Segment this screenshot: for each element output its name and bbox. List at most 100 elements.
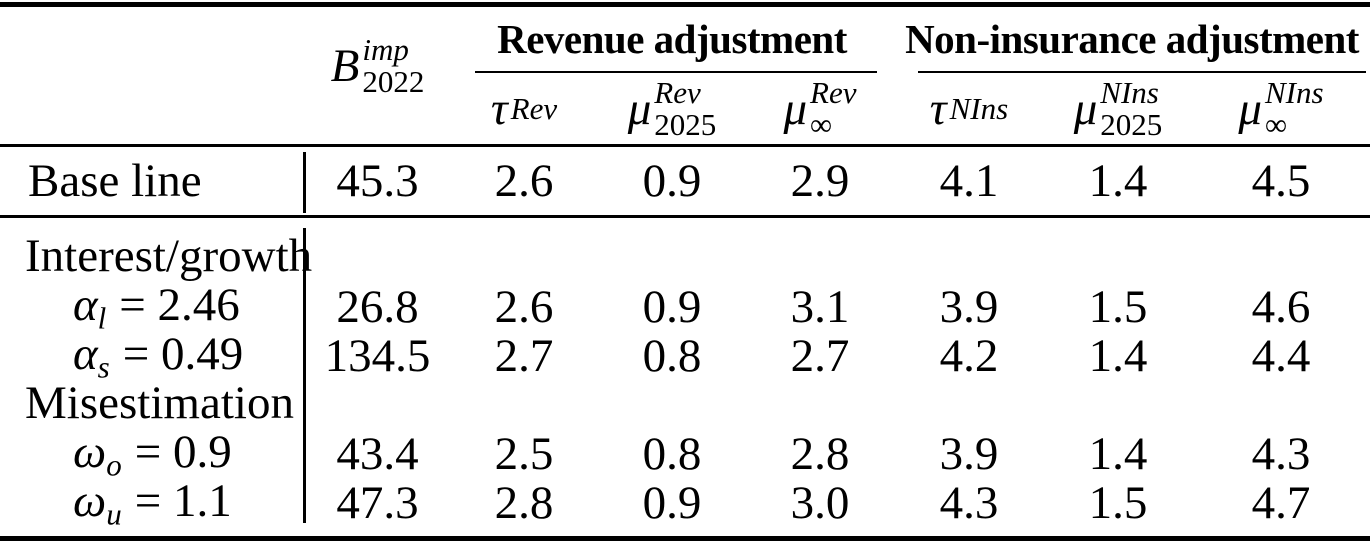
- math-base: μ: [783, 82, 808, 135]
- non-insurance-cmidrule: [918, 71, 1366, 73]
- subcol-header-tau-nins: τ NIns: [930, 82, 1008, 136]
- param-subscript: l: [97, 300, 107, 336]
- cell-alpha-l-mu-rev-2025: 0.9: [642, 281, 702, 334]
- mid-rule: [0, 215, 1370, 218]
- cell-alpha-l-tau-rev: 2.6: [494, 281, 554, 334]
- cell-omega-u-mu-nins-inf: 4.7: [1251, 477, 1311, 530]
- cell-baseline-mu-nins-inf: 4.5: [1251, 155, 1311, 207]
- row-baseline: Base line 45.3 2.6 0.9 2.9 4.1 1.4 4.5: [0, 147, 1370, 215]
- cell-baseline-mu-nins-2025: 1.4: [1088, 155, 1148, 207]
- math-sub: ∞: [810, 106, 833, 142]
- cell-alpha-l-mu-nins-2025: 1.5: [1088, 281, 1148, 334]
- math-base: μ: [1238, 82, 1262, 135]
- subcol-header-mu-rev-2025: μ Rev 2025: [628, 77, 717, 140]
- cell-alpha-l-tau-nins: 3.9: [939, 281, 999, 334]
- cell-omega-u-mu-nins-2025: 1.5: [1088, 477, 1148, 530]
- cell-omega-o-tau-rev: 2.5: [494, 428, 554, 481]
- math-sup: Rev: [654, 74, 701, 110]
- subcol-header-mu-rev-inf: μ Rev ∞: [783, 77, 856, 140]
- math-scripts: NIns: [950, 93, 1009, 125]
- cell-alpha-s-mu-nins-inf: 4.4: [1251, 330, 1311, 383]
- group-header-revenue: Revenue adjustment τ Rev μ Rev 2025: [450, 7, 894, 144]
- math-sup: NIns: [1265, 74, 1324, 110]
- cell-alpha-l-mu-rev-inf: 3.1: [790, 281, 850, 334]
- row-label-alpha-l: αl = 2.46: [0, 278, 240, 337]
- cell-alpha-s-mu-rev-2025: 0.8: [642, 330, 702, 383]
- param-subscript: s: [97, 349, 110, 385]
- sensitivity-section: Interest/growth αl = 2.46 26.8 2.6 0.9 3.…: [0, 218, 1370, 532]
- cell-baseline-mu-rev-inf: 2.9: [790, 155, 850, 207]
- cell-omega-u-tau-rev: 2.8: [494, 477, 554, 530]
- cell-omega-o-mu-nins-inf: 4.3: [1251, 428, 1311, 481]
- math-sup: NIns: [1100, 74, 1159, 110]
- cell-alpha-s-mu-nins-2025: 1.4: [1088, 330, 1148, 383]
- param-subscript: o: [106, 447, 122, 483]
- math-sub: 2025: [654, 106, 717, 142]
- header-rule: [0, 144, 1370, 147]
- param-value: = 1.1: [134, 475, 232, 527]
- baseline-column-separator: [303, 152, 306, 213]
- math-scripts: NIns 2025: [1100, 77, 1162, 140]
- cell-omega-u-mu-rev-2025: 0.9: [642, 477, 702, 530]
- group-title-revenue: Revenue adjustment: [497, 16, 847, 62]
- math-base: τ: [929, 82, 947, 135]
- math-sup: NIns: [949, 90, 1009, 126]
- cell-omega-u-mu-rev-inf: 3.0: [790, 477, 850, 530]
- param-value: = 2.46: [119, 279, 240, 331]
- cell-alpha-l-mu-nins-inf: 4.6: [1251, 281, 1311, 334]
- math-sub: ∞: [1265, 106, 1288, 142]
- cell-omega-o-mu-rev-inf: 2.8: [790, 428, 850, 481]
- math-base: μ: [1073, 82, 1098, 135]
- cell-omega-o-mu-nins-2025: 1.4: [1088, 428, 1148, 481]
- math-scripts: imp 2022: [362, 34, 424, 97]
- col-header-b-imp: B imp 2022: [305, 7, 450, 144]
- math-sup: Rev: [510, 90, 558, 126]
- row-label-alpha-s: αs = 0.49: [0, 327, 243, 386]
- non-insurance-subheaders: τ NIns μ NIns 2025 μ NIns: [894, 73, 1370, 144]
- math-sup: Rev: [810, 74, 857, 110]
- math-scripts: Rev ∞: [810, 77, 856, 140]
- math-sub: 2025: [1100, 106, 1163, 142]
- row-alpha-s: αs = 0.49 134.5 2.7 0.8 2.7 4.2 1.4 4.4: [0, 327, 1370, 385]
- revenue-subheaders: τ Rev μ Rev 2025 μ Rev: [450, 73, 894, 144]
- math-scripts: NIns ∞: [1265, 77, 1324, 140]
- header-spacer: [0, 7, 305, 144]
- row-omega-o: ωo = 0.9 43.4 2.5 0.8 2.8 3.9 1.4 4.3: [0, 425, 1370, 483]
- param-symbol: α: [73, 279, 98, 331]
- row-omega-u: ωu = 1.1 47.3 2.8 0.9 3.0 4.3 1.5 4.7: [0, 474, 1370, 532]
- group-header-non-insurance: Non-insurance adjustment τ NIns μ NIns 2…: [894, 7, 1370, 144]
- param-value: = 0.9: [134, 426, 232, 478]
- row-label-omega-o: ωo = 0.9: [0, 425, 232, 484]
- math-sub: 2022: [362, 63, 425, 99]
- cell-alpha-s-mu-rev-inf: 2.7: [790, 330, 850, 383]
- param-symbol: ω: [73, 426, 107, 478]
- cell-alpha-s-b: 134.5: [324, 330, 431, 383]
- math-b-imp: B imp 2022: [331, 34, 425, 97]
- row-label-omega-u: ωu = 1.1: [0, 474, 232, 533]
- cell-omega-u-b: 47.3: [336, 477, 419, 530]
- bottom-rule: [0, 536, 1370, 541]
- math-base: B: [330, 39, 360, 92]
- cell-omega-u-tau-nins: 4.3: [939, 477, 999, 530]
- math-sup: imp: [362, 31, 409, 67]
- param-subscript: u: [106, 496, 122, 532]
- section-label-interest-growth: Interest/growth: [25, 230, 313, 282]
- param-symbol: α: [73, 328, 98, 380]
- subcol-header-mu-nins-inf: μ NIns ∞: [1238, 77, 1323, 140]
- row-label-baseline: Base line: [28, 155, 202, 207]
- math-scripts: Rev 2025: [654, 77, 716, 140]
- section-column-separator: [303, 228, 306, 523]
- param-symbol: ω: [73, 475, 107, 527]
- top-rule: [0, 2, 1370, 7]
- cell-baseline-tau-nins: 4.1: [939, 155, 999, 207]
- cell-baseline-mu-rev-2025: 0.9: [642, 155, 702, 207]
- subcol-header-mu-nins-2025: μ NIns 2025: [1074, 77, 1163, 140]
- math-base: τ: [490, 82, 508, 135]
- math-base: μ: [627, 82, 652, 135]
- param-value: = 0.49: [122, 328, 244, 380]
- cell-baseline-tau-rev: 2.6: [494, 155, 554, 207]
- section-label-misestimation: Misestimation: [25, 377, 294, 429]
- cell-baseline-b: 45.3: [336, 155, 419, 207]
- cell-alpha-s-tau-nins: 4.2: [939, 330, 999, 383]
